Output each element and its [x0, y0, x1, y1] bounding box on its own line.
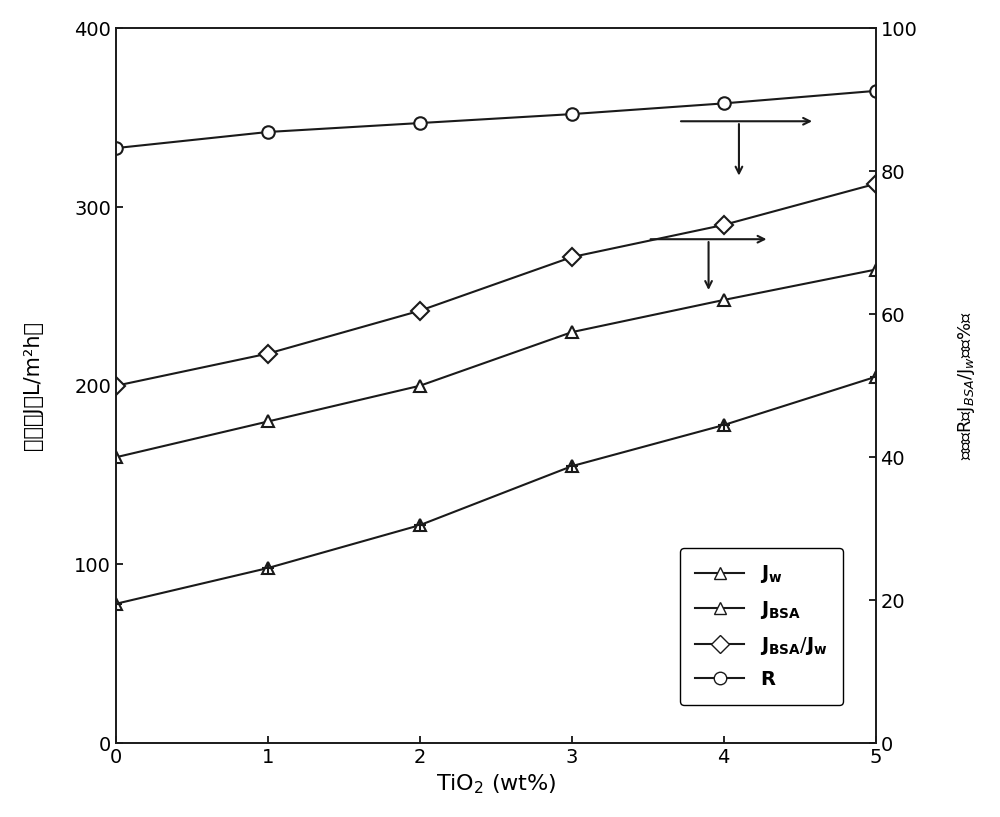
Legend: $\mathbf{J}_{\mathbf{w}}$, $\mathbf{J}_{\mathbf{BSA}}$, $\mathbf{J}_{\mathbf{BSA: $\mathbf{J}_{\mathbf{w}}$, $\mathbf{J}_{…: [680, 548, 843, 705]
Text: 截留率R（J$_{BSA}$/J$_w$）（%）: 截留率R（J$_{BSA}$/J$_w$）（%）: [956, 311, 977, 460]
Text: 膜通量J（L/m²h）: 膜通量J（L/m²h）: [23, 321, 43, 450]
X-axis label: TiO$_2$ (wt%): TiO$_2$ (wt%): [436, 773, 556, 797]
